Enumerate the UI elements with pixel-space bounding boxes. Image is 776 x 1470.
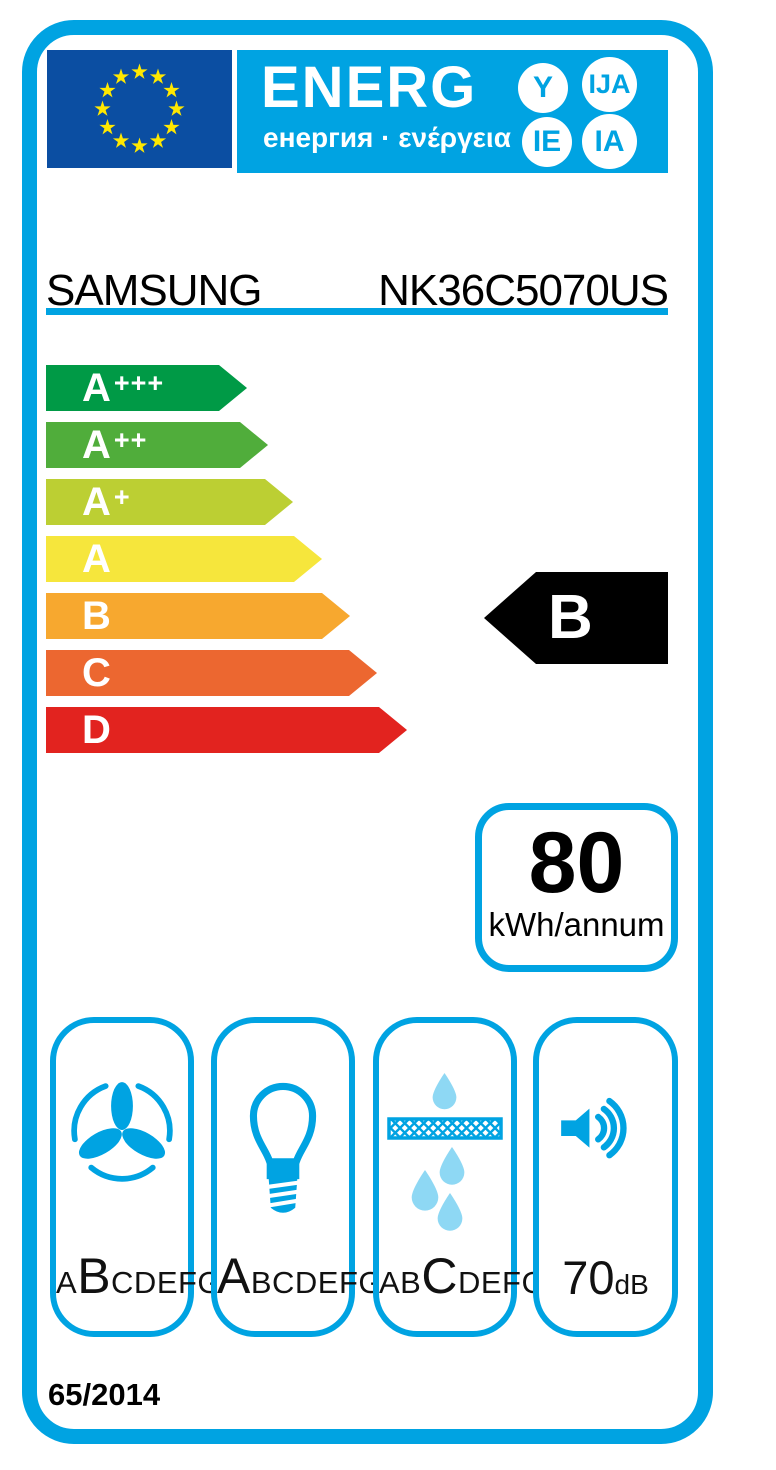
scale-arrow-a1: A + <box>46 479 293 525</box>
header-underline <box>46 308 668 315</box>
speaker-icon <box>539 1095 672 1173</box>
class-letter: A <box>82 480 111 524</box>
grade-letter: A <box>217 1248 251 1304</box>
grade-suffix: CDEFG <box>111 1265 223 1300</box>
model-number: NK36C5070US <box>378 266 669 315</box>
energy-label: ENERG енергия · ενέργεια Y IJA IE IA SAM… <box>22 20 713 1444</box>
fan-efficiency-grade: ABCDEFG <box>56 1247 222 1305</box>
grade-suffix: DEFG <box>457 1265 547 1300</box>
grease-filtering-box: ABCDEFG <box>373 1017 546 1337</box>
consumption-value: 80 <box>528 815 625 911</box>
annual-consumption-box: 80 kWh/annum <box>475 803 678 972</box>
noise-level-value: 70dB <box>539 1250 672 1305</box>
scale-arrow-d: D <box>46 707 407 753</box>
class-letter: C <box>82 651 111 695</box>
lighting-efficiency-box: ABCDEFG <box>211 1017 383 1337</box>
class-letter: D <box>82 708 111 752</box>
energ-word: ENERG <box>261 55 478 120</box>
lang-suffix-ia: IA <box>582 114 637 169</box>
fan-icon <box>56 1079 188 1183</box>
grade-letter: C <box>421 1248 458 1304</box>
eu-flag <box>47 50 232 168</box>
scale-arrow-b: B <box>46 593 350 639</box>
brand-name: SAMSUNG <box>46 266 262 315</box>
energ-subtitle: енергия · ενέργεια <box>263 122 511 153</box>
class-suffix: +++ <box>113 367 165 398</box>
eu-stars-icon <box>94 63 185 153</box>
class-letter: B <box>82 594 111 638</box>
rating-pointer: B <box>484 572 668 664</box>
lang-suffix-ie: IE <box>522 117 572 167</box>
lighting-efficiency-grade: ABCDEFG <box>217 1247 383 1305</box>
grade-prefix: A <box>56 1265 78 1300</box>
lang-suffix-ija: IJA <box>582 57 637 112</box>
class-letter: A <box>82 366 111 410</box>
grease-filter-icon <box>379 1071 511 1231</box>
fan-efficiency-box: ABCDEFG <box>50 1017 222 1337</box>
scale-arrow-a2: A ++ <box>46 422 268 468</box>
rating-grade: B <box>548 583 593 652</box>
grease-filtering-grade: ABCDEFG <box>379 1247 546 1305</box>
noise-number: 70 <box>562 1251 615 1304</box>
class-suffix: + <box>113 481 131 512</box>
lang-suffix-y: Y <box>518 63 568 113</box>
scale-arrow-a3: A +++ <box>46 365 247 411</box>
consumption-unit: kWh/annum <box>488 906 665 944</box>
class-letter: A <box>82 537 111 581</box>
scale-arrow-c: C <box>46 650 377 696</box>
energ-logo-box: ENERG енергия · ενέργεια Y IJA IE IA <box>237 50 668 173</box>
regulation-number: 65/2014 <box>48 1377 161 1412</box>
noise-level-box: 70dB <box>533 1017 678 1337</box>
scale-arrow-a: A <box>46 536 322 582</box>
grade-suffix: BCDEFG <box>250 1265 384 1300</box>
efficiency-scale: A +++ A ++ A + A B C D <box>46 365 466 764</box>
grade-prefix: AB <box>379 1265 422 1300</box>
grade-letter: B <box>77 1248 112 1304</box>
class-suffix: ++ <box>113 424 148 455</box>
class-letter: A <box>82 423 111 467</box>
brand-model-row: SAMSUNG NK36C5070US <box>46 266 669 316</box>
light-bulb-icon <box>217 1065 349 1223</box>
noise-unit: dB <box>614 1269 649 1300</box>
